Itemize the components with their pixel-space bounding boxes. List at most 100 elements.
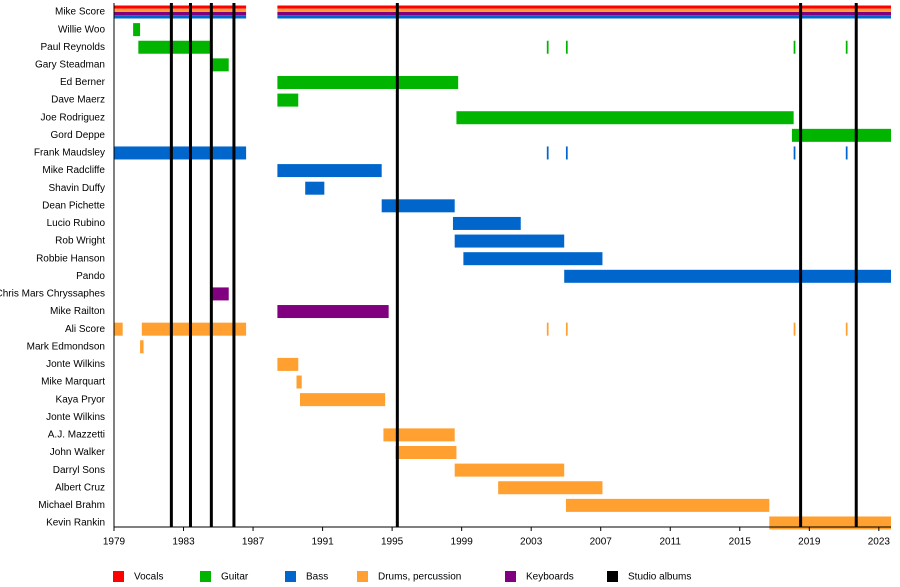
member-bar xyxy=(463,252,603,266)
member-bar xyxy=(211,287,229,301)
legend-item: Drums, percussion xyxy=(357,571,461,583)
member-bar xyxy=(277,8,891,12)
member-bar xyxy=(793,40,796,54)
member-label: Paul Reynolds xyxy=(41,42,105,53)
member-bar xyxy=(546,146,549,160)
legend-item: Bass xyxy=(285,571,328,583)
member-bar xyxy=(793,146,796,160)
x-tick-label: 1999 xyxy=(451,537,474,548)
member-label: Michael Brahm xyxy=(38,500,105,511)
member-bar xyxy=(454,463,565,477)
legend-swatch xyxy=(357,571,368,582)
legend-label: Vocals xyxy=(134,572,163,583)
x-tick-label: 1991 xyxy=(311,537,334,548)
member-bar xyxy=(277,15,891,19)
member-bar xyxy=(114,5,247,9)
member-bar xyxy=(452,216,521,230)
x-tick-label: 2007 xyxy=(590,537,613,548)
member-bar xyxy=(546,322,549,336)
x-tick-label: 1995 xyxy=(381,537,404,548)
member-bar xyxy=(383,428,455,442)
legend-swatch xyxy=(505,571,516,582)
member-bar xyxy=(454,234,565,248)
x-tick-label: 1987 xyxy=(242,537,265,548)
member-bar xyxy=(565,40,568,54)
member-label: Shavin Duffy xyxy=(48,183,105,194)
member-label: Rob Wright xyxy=(55,236,105,247)
member-bar xyxy=(296,375,302,389)
member-bar xyxy=(769,516,891,530)
member-bar xyxy=(845,40,848,54)
x-tick-label: 2003 xyxy=(520,537,543,548)
member-bar xyxy=(791,128,891,142)
member-label: Jonte Wilkins xyxy=(46,359,105,370)
x-tick-label: 2015 xyxy=(729,537,752,548)
member-label: Gary Steadman xyxy=(35,60,105,71)
member-bar xyxy=(141,322,247,336)
legend-swatch xyxy=(200,571,211,582)
x-tick-label: 1979 xyxy=(103,537,126,548)
member-label: Robbie Hanson xyxy=(36,253,105,264)
legend-label: Drums, percussion xyxy=(378,572,461,583)
member-bar xyxy=(114,322,123,336)
member-bar xyxy=(498,481,603,495)
member-bar xyxy=(114,15,247,19)
member-label: Kevin Rankin xyxy=(46,518,105,529)
member-bar xyxy=(565,322,568,336)
member-bar xyxy=(114,12,247,16)
member-bar xyxy=(395,446,457,459)
member-bar xyxy=(277,305,389,319)
member-bar xyxy=(565,146,568,160)
member-label: Dave Maerz xyxy=(51,95,105,106)
member-label: Darryl Sons xyxy=(53,465,105,476)
member-label: Joe Rodriguez xyxy=(41,112,105,123)
member-bar xyxy=(305,181,325,195)
member-bar xyxy=(277,75,459,89)
legend-label: Bass xyxy=(306,572,328,583)
member-bar xyxy=(546,40,549,54)
member-bar xyxy=(845,322,848,336)
member-bar xyxy=(845,146,848,160)
member-bar xyxy=(793,322,796,336)
member-label: Gord Deppe xyxy=(51,130,106,141)
member-label: Chris Mars Chryssaphes xyxy=(0,289,105,300)
member-label: Mike Score xyxy=(55,7,105,18)
member-bar xyxy=(277,93,299,107)
member-bar xyxy=(277,12,891,16)
legend-swatch xyxy=(113,571,124,582)
member-label: Pando xyxy=(76,271,105,282)
legend-swatch xyxy=(285,571,296,582)
member-bar xyxy=(138,40,212,54)
legend-item: Keyboards xyxy=(505,571,574,583)
x-tick-label: 2023 xyxy=(868,537,891,548)
member-bar xyxy=(277,357,299,371)
member-label: Mark Edmondson xyxy=(27,341,105,352)
member-label: Kaya Pryor xyxy=(56,394,106,405)
member-bar xyxy=(299,393,386,407)
x-tick-label: 2019 xyxy=(798,537,821,548)
legend-swatch xyxy=(607,571,618,582)
member-label: Mike Railton xyxy=(50,306,105,317)
x-tick-label: 2011 xyxy=(659,537,681,548)
legend-item: Guitar xyxy=(200,571,249,583)
member-label: Lucio Rubino xyxy=(47,218,106,229)
member-bar xyxy=(381,199,455,213)
legend-label: Keyboards xyxy=(526,572,574,583)
member-bar xyxy=(277,164,382,178)
member-bar xyxy=(133,23,141,37)
member-label: Dean Pichette xyxy=(42,200,105,211)
member-bar xyxy=(277,5,891,9)
x-tick-label: 1983 xyxy=(172,537,195,548)
member-label: Ed Berner xyxy=(60,77,106,88)
member-label: Mike Marquart xyxy=(41,377,105,388)
member-label: Albert Cruz xyxy=(55,482,105,493)
member-label: A.J. Mazzetti xyxy=(48,430,105,441)
legend-item: Vocals xyxy=(113,571,163,583)
member-bar xyxy=(211,58,229,72)
member-label: John Walker xyxy=(50,447,106,458)
member-label: Willie Woo xyxy=(58,24,105,35)
member-bar xyxy=(140,340,144,354)
member-bar xyxy=(564,269,891,283)
legend-item: Studio albums xyxy=(607,571,691,583)
